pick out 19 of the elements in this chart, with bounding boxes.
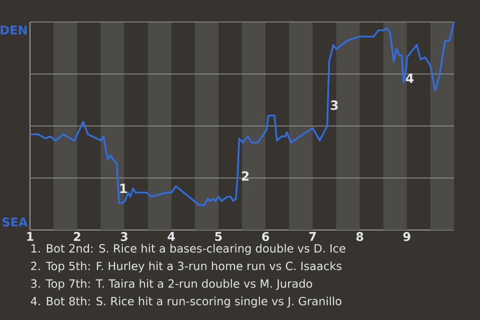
annotation: 4 [406, 74, 414, 83]
x-tick-label: 4 [168, 232, 175, 241]
annotation: 2 [242, 171, 249, 181]
x-tick-label: 3 [120, 232, 128, 242]
x-tick-label: 5 [215, 232, 222, 241]
text: 1. Bot 2nd: S. Rice hit a bases-clearing double vs D. Ice [32, 244, 346, 255]
text: 3. Top 7th: T. Taira hit a 2-run double vs M. Jurado [31, 279, 312, 290]
x-tick-label: 2 [74, 232, 80, 241]
x-tick-label: 1 [27, 232, 34, 241]
x-tick-label: 7 [309, 232, 316, 241]
annotation: 3 [330, 100, 338, 110]
x-tick-label: 9 [403, 232, 410, 242]
text: 4. Bot 8th: S. Rice hit a run-scoring single vs J. Granillo [30, 296, 342, 308]
text: SEA [2, 217, 28, 227]
text: DEN [0, 26, 27, 34]
x-tick-label: 6 [262, 232, 270, 242]
annotation: 1 [120, 184, 127, 193]
text: 2. Top 5th: F. Hurley hit a 3-run home run vs C. Isaacks [31, 261, 342, 272]
x-tick-label: 8 [356, 232, 364, 242]
